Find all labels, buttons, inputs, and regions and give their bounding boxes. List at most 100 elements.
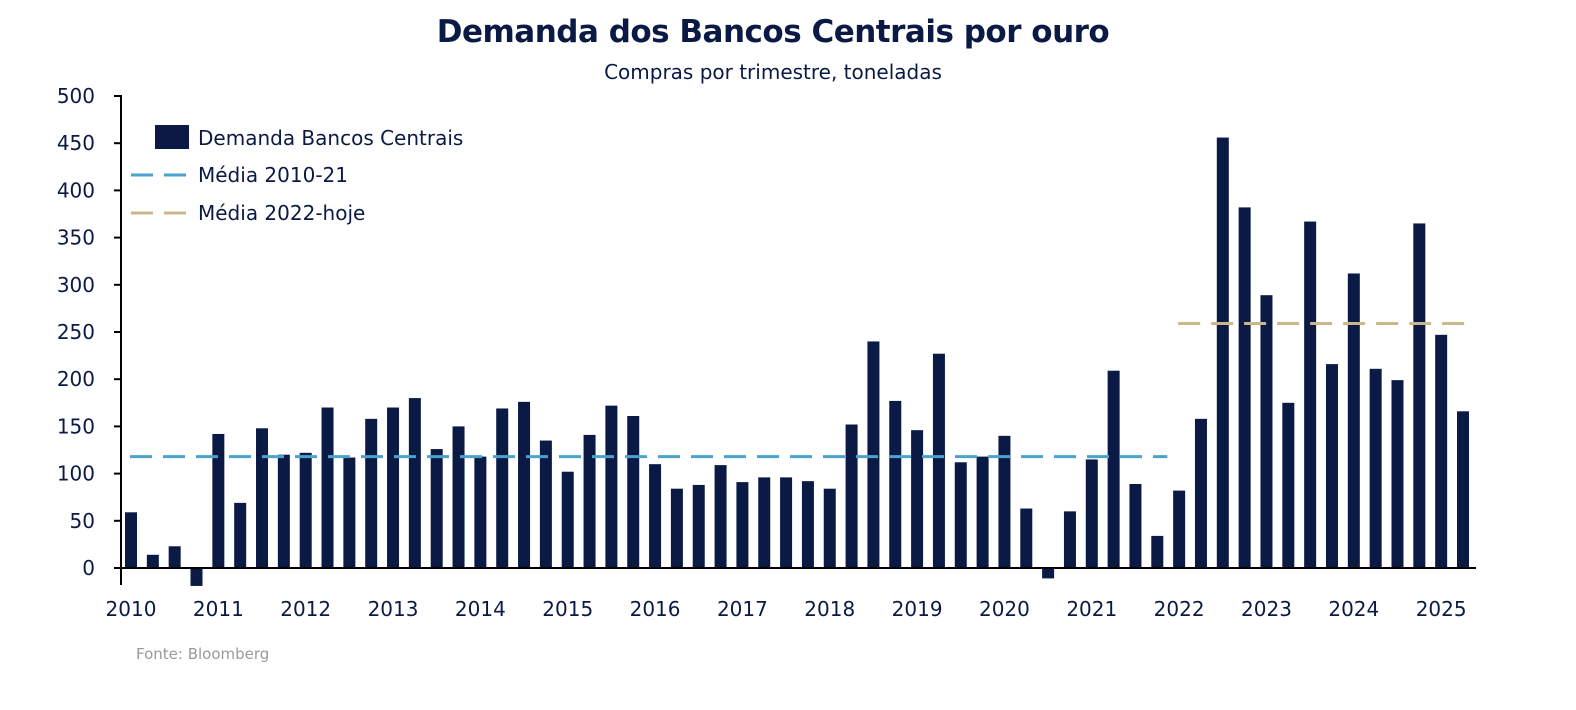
legend-label-mean-2010-21: Média 2010-21 — [198, 163, 348, 187]
bar-2021Q2 — [1107, 370, 1120, 568]
bar-2024Q3 — [1391, 380, 1404, 568]
bar-2013Q2 — [408, 398, 421, 568]
bar-2018Q1 — [823, 488, 836, 568]
y-tick-label: 250 — [57, 320, 95, 344]
bar-2020Q4 — [1063, 511, 1076, 568]
x-tick-label: 2014 — [455, 597, 506, 621]
bar-2012Q1 — [299, 452, 312, 568]
bar-2022Q1 — [1173, 490, 1186, 568]
bar-2011Q4 — [277, 454, 290, 568]
y-tick-label: 400 — [57, 178, 95, 202]
bar-2024Q1 — [1347, 273, 1360, 568]
bar-2014Q1 — [474, 456, 487, 568]
bar-2011Q1 — [212, 433, 225, 568]
bar-2015Q3 — [605, 405, 618, 568]
y-tick-label: 50 — [70, 509, 95, 533]
bar-2021Q4 — [1151, 535, 1164, 568]
x-tick-label: 2024 — [1328, 597, 1379, 621]
bar-2020Q3 — [1042, 568, 1055, 579]
x-tick-label: 2016 — [630, 597, 681, 621]
y-tick-label: 200 — [57, 367, 95, 391]
bar-2023Q3 — [1304, 221, 1317, 568]
bar-2024Q2 — [1369, 368, 1382, 568]
y-tick-label: 350 — [57, 226, 95, 250]
bar-2023Q2 — [1282, 402, 1295, 568]
y-tick-label: 300 — [57, 273, 95, 297]
bar-2011Q3 — [256, 428, 269, 568]
bar-2017Q4 — [801, 481, 814, 568]
bar-2019Q3 — [954, 462, 967, 568]
bar-2015Q4 — [627, 416, 640, 568]
bar-2021Q1 — [1085, 459, 1098, 568]
bar-2015Q2 — [583, 434, 596, 568]
x-tick-label: 2013 — [368, 597, 419, 621]
y-tick-label: 150 — [57, 414, 95, 438]
legend-swatch-demand — [155, 125, 189, 149]
y-tick-label: 100 — [57, 462, 95, 486]
bar-2010Q1 — [125, 512, 137, 568]
x-tick-label: 2011 — [193, 597, 244, 621]
chart-title: Demanda dos Bancos Centrais por ouro — [436, 14, 1110, 50]
y-tick-label: 0 — [82, 556, 95, 580]
bar-2018Q2 — [845, 424, 858, 568]
y-tick-label: 500 — [57, 84, 95, 108]
source-note: Fonte: Bloomberg — [136, 645, 270, 663]
chart-subtitle: Compras por trimestre, toneladas — [604, 60, 942, 84]
axes: 0 50 100 150 200 250 300 350 400 450 500 2010 2011 20… — [57, 84, 1476, 621]
reference-lines — [130, 322, 1473, 459]
bar-2013Q4 — [452, 426, 465, 568]
x-tick-label: 2022 — [1154, 597, 1205, 621]
bar-2023Q4 — [1325, 364, 1338, 568]
bar-2018Q3 — [867, 341, 880, 568]
x-tick-label: 2021 — [1066, 597, 1117, 621]
bar-2010Q4 — [190, 568, 203, 586]
bar-2017Q1 — [736, 482, 749, 568]
bar-2014Q4 — [539, 440, 552, 568]
x-tick-label: 2023 — [1241, 597, 1292, 621]
bar-2025Q2 — [1457, 411, 1469, 568]
x-tick-label: 2017 — [717, 597, 768, 621]
bar-2016Q4 — [714, 465, 727, 568]
bar-2011Q2 — [234, 502, 247, 568]
bar-2024Q4 — [1413, 223, 1426, 568]
bar-2013Q1 — [387, 407, 400, 568]
bar-2015Q1 — [561, 471, 574, 568]
bar-2019Q1 — [911, 430, 924, 568]
bar-2014Q3 — [518, 401, 531, 568]
bar-2010Q3 — [168, 546, 181, 568]
bar-2012Q3 — [343, 457, 356, 568]
bar-2013Q3 — [430, 449, 443, 568]
bar-2017Q3 — [780, 477, 793, 568]
x-tick-label: 2019 — [892, 597, 943, 621]
bar-2019Q2 — [932, 353, 945, 568]
x-tick-label: 2015 — [542, 597, 593, 621]
x-tick-label: 2020 — [979, 597, 1030, 621]
bars-group — [125, 137, 1469, 586]
bar-2017Q2 — [758, 477, 771, 568]
bar-2022Q3 — [1216, 137, 1229, 568]
x-tick-label: 2025 — [1416, 597, 1467, 621]
bar-2018Q4 — [889, 400, 902, 568]
y-tick-label: 450 — [57, 131, 95, 155]
bar-2012Q4 — [365, 418, 378, 568]
bar-2012Q2 — [321, 407, 334, 568]
bar-2016Q3 — [692, 484, 705, 568]
legend-label-demand: Demanda Bancos Centrais — [198, 126, 463, 150]
bar-2016Q2 — [670, 488, 683, 568]
bar-2021Q3 — [1129, 483, 1142, 568]
bar-2025Q1 — [1435, 334, 1448, 568]
bar-2022Q4 — [1238, 207, 1251, 568]
bar-2022Q2 — [1194, 418, 1207, 568]
bar-2016Q1 — [649, 464, 662, 568]
bar-2020Q2 — [1020, 508, 1033, 568]
x-tick-label: 2012 — [280, 597, 331, 621]
bar-2014Q2 — [496, 408, 509, 568]
x-tick-label: 2010 — [106, 597, 157, 621]
bar-2019Q4 — [976, 456, 989, 568]
x-tick-label: 2018 — [804, 597, 855, 621]
bar-2023Q1 — [1260, 295, 1273, 568]
legend: Demanda Bancos Centrais Média 2010-21 Mé… — [131, 125, 463, 225]
bar-2010Q2 — [146, 554, 159, 568]
legend-label-mean-2022-hoje: Média 2022-hoje — [198, 201, 365, 225]
